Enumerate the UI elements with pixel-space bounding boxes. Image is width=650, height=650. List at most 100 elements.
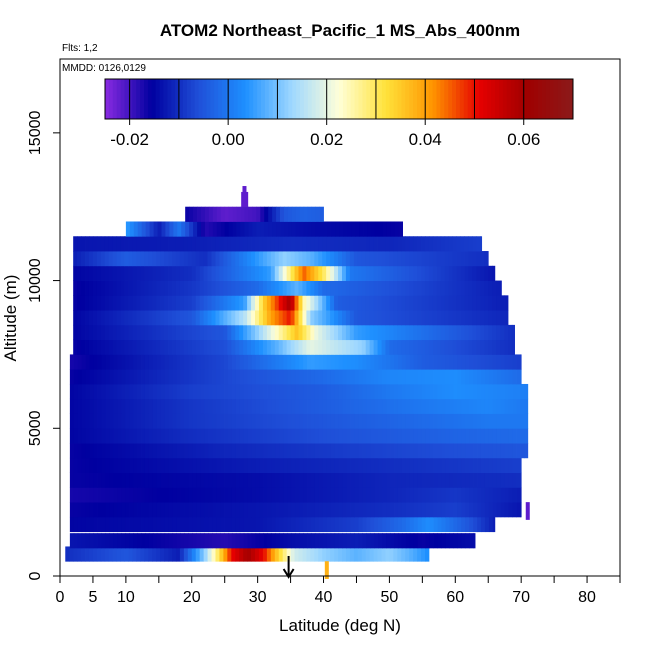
heatmap-cell <box>318 413 324 429</box>
heatmap-cell <box>512 398 517 414</box>
heatmap-cell <box>258 280 264 296</box>
heatmap-cell <box>73 457 79 473</box>
heatmap-cell <box>283 487 288 503</box>
heatmap-cell <box>220 443 225 459</box>
heatmap-cell <box>354 516 359 533</box>
heatmap-cell <box>200 502 205 518</box>
heatmap-cell <box>105 369 110 385</box>
heatmap-cell <box>318 502 324 518</box>
heatmap-cell <box>196 398 201 414</box>
heatmap-cell <box>417 295 422 311</box>
heatmap-cell <box>216 398 221 414</box>
heatmap-cell <box>390 428 395 444</box>
heatmap-cell <box>152 533 158 549</box>
heatmap-cell <box>512 502 517 518</box>
heatmap-cell <box>295 502 300 518</box>
heatmap-cell <box>342 428 347 444</box>
heatmap-cell <box>180 443 185 459</box>
heatmap-cell <box>212 443 217 459</box>
heatmap-cell <box>256 206 261 222</box>
heatmap-cell <box>164 533 170 549</box>
heatmap-cell <box>184 516 189 533</box>
heatmap-cell <box>484 354 490 370</box>
heatmap-cell <box>109 443 114 459</box>
heatmap-cell <box>409 354 415 370</box>
heatmap-cell <box>283 472 288 488</box>
heatmap-cell <box>97 354 102 370</box>
heatmap-cell <box>287 502 292 518</box>
heatmap-cell <box>386 457 391 473</box>
heatmap-cell <box>303 533 308 549</box>
heatmap-cell <box>267 533 272 549</box>
heatmap-cell <box>97 443 102 459</box>
heatmap-cell <box>187 339 193 355</box>
heatmap-cell <box>437 428 442 444</box>
heatmap-cell <box>425 487 430 503</box>
heatmap-cell <box>88 324 94 341</box>
heatmap-cell <box>187 280 193 296</box>
heatmap-cell <box>204 221 210 237</box>
heatmap-cell <box>195 546 201 562</box>
heatmap-cell <box>172 280 177 296</box>
heatmap-cell <box>374 221 380 237</box>
heatmap-cell <box>314 265 319 281</box>
heatmap-cell <box>204 369 209 385</box>
heatmap-cell <box>239 457 245 473</box>
heatmap-cell <box>345 280 351 296</box>
heatmap-cell <box>298 265 303 281</box>
heatmap-cell <box>504 339 509 355</box>
heatmap-cell <box>469 516 474 533</box>
heatmap-cell <box>381 236 386 252</box>
heatmap-cell <box>303 221 309 237</box>
heatmap-cell <box>441 502 446 518</box>
heatmap-cell <box>390 472 395 488</box>
heatmap-cell <box>362 472 367 488</box>
heatmap-cell <box>207 295 212 311</box>
heatmap-cell <box>480 398 486 414</box>
heatmap-cell <box>354 472 359 488</box>
heatmap-cell <box>409 310 414 326</box>
heatmap-cell <box>448 280 454 296</box>
colorbar-swatch <box>534 79 539 119</box>
heatmap-cell <box>409 443 415 459</box>
heatmap-cell <box>262 251 268 267</box>
heatmap-cell <box>318 533 324 549</box>
heatmap-cell <box>441 533 446 549</box>
heatmap-cell <box>341 251 347 267</box>
heatmap-cell <box>219 295 224 311</box>
heatmap-cell <box>370 443 375 459</box>
heatmap-cell <box>311 206 317 222</box>
heatmap-cell <box>116 295 122 311</box>
heatmap-cell <box>453 369 458 385</box>
colorbar-swatch <box>214 79 219 119</box>
colorbar-swatch <box>537 79 543 119</box>
heatmap-cell <box>369 236 374 252</box>
heatmap-cell <box>295 443 300 459</box>
heatmap-cell <box>81 472 87 488</box>
heatmap-cell <box>282 339 288 355</box>
heatmap-cell <box>235 339 240 355</box>
heatmap-cell <box>255 354 261 370</box>
heatmap-cell <box>243 354 249 370</box>
heatmap-cell <box>394 533 399 549</box>
heatmap-cell <box>191 546 197 562</box>
heatmap-cell <box>480 502 486 518</box>
heatmap-cell <box>350 428 355 444</box>
heatmap-cell <box>382 533 387 549</box>
heatmap-cell <box>445 443 450 459</box>
date-note: MMDD: 0126,0129 <box>62 63 146 74</box>
heatmap-cell <box>192 369 197 385</box>
heatmap-cell <box>453 502 458 518</box>
heatmap-cell <box>349 295 355 311</box>
heatmap-cell <box>433 354 438 370</box>
heatmap-cell <box>188 472 193 488</box>
heatmap-cell <box>322 487 328 503</box>
heatmap-cell <box>326 339 331 355</box>
heatmap-cell <box>100 339 106 355</box>
heatmap-cell <box>144 533 150 549</box>
heatmap-cell <box>152 472 158 488</box>
heatmap-cell <box>270 236 276 252</box>
heatmap-cell <box>413 516 419 533</box>
heatmap-cell <box>469 354 474 370</box>
heatmap-cell <box>160 369 166 385</box>
